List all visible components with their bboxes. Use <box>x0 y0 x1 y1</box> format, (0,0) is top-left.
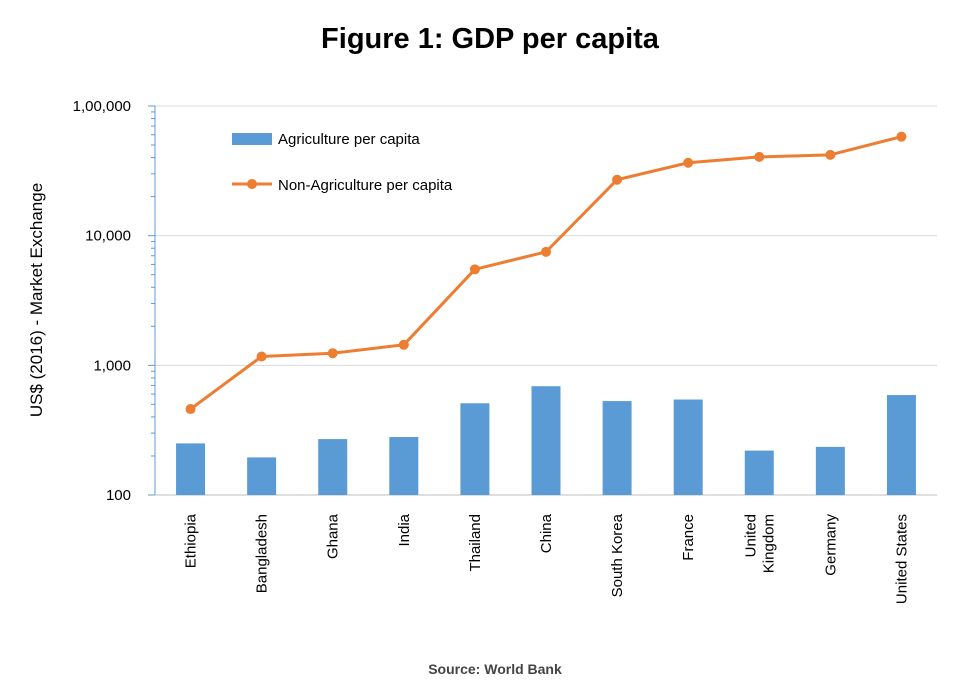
y-axis: 100 1,000 10,000 1,00,000 <box>73 98 937 504</box>
y-tick-label: 10,000 <box>85 228 131 245</box>
x-tick-label-line: China <box>538 513 555 553</box>
x-tick-label-line: United <box>742 514 759 557</box>
x-tick-label: France <box>680 514 697 561</box>
x-tick-label: Germany <box>822 514 839 576</box>
x-tick-label-line: Bangladesh <box>254 514 271 593</box>
x-tick-label-line: Thailand <box>467 514 484 572</box>
line-point-ethiopia <box>185 404 196 415</box>
line-point-india <box>398 339 409 350</box>
bar-germany <box>815 446 845 495</box>
x-tick-label-line: France <box>680 514 697 561</box>
x-tick-label-line: Ghana <box>325 513 342 559</box>
x-tick-label: United Kingdom <box>742 514 777 573</box>
line-point-united-kingdom <box>754 151 765 162</box>
bar-united-states <box>886 395 916 495</box>
x-tick-label: Ethiopia <box>183 513 200 568</box>
legend-line-marker <box>247 179 257 189</box>
line-point-ghana <box>327 348 338 359</box>
bar-ghana <box>318 439 348 495</box>
x-tick-label-line: India <box>396 513 413 546</box>
bar-united-kingdom <box>744 450 774 495</box>
x-tick-label-line: South Korea <box>609 513 626 597</box>
y-axis-label: US$ (2016) - Market Exchange <box>27 183 46 417</box>
legend: Agriculture per capita Non-Agriculture p… <box>232 131 453 194</box>
line-point-thailand <box>469 264 480 275</box>
bar-china <box>531 386 561 495</box>
x-tick-label-line: Ethiopia <box>183 513 200 568</box>
x-tick-label: India <box>396 513 413 546</box>
line-series <box>185 131 907 415</box>
x-tick-label: China <box>538 513 555 553</box>
legend-bar-swatch <box>232 133 272 145</box>
legend-label-agriculture: Agriculture per capita <box>278 131 420 148</box>
bar-ethiopia <box>176 443 206 495</box>
x-tick-label: Bangladesh <box>254 514 271 593</box>
x-tick-label: South Korea <box>609 513 626 597</box>
y-tick-label: 100 <box>106 487 131 504</box>
bar-france <box>673 399 703 495</box>
source-note: Source: World Bank <box>428 661 562 677</box>
x-tick-label-line: Kingdom <box>760 514 777 573</box>
bar-south-korea <box>602 401 632 495</box>
x-tick-label-line: Germany <box>822 514 839 576</box>
chart-title: Figure 1: GDP per capita <box>321 23 660 55</box>
line-point-germany <box>825 149 836 160</box>
x-tick-label-line: United States <box>893 514 910 604</box>
x-tick-label: Thailand <box>467 514 484 572</box>
y-tick-label: 1,00,000 <box>73 98 131 115</box>
line-point-bangladesh <box>256 351 267 362</box>
line-point-united-states <box>896 131 907 142</box>
bar-series <box>176 386 916 495</box>
x-tick-label: United States <box>893 514 910 604</box>
x-tick-label: Ghana <box>325 513 342 559</box>
line-point-france <box>683 157 694 168</box>
legend-label-non-agriculture: Non-Agriculture per capita <box>278 177 453 194</box>
line-point-south-korea <box>612 174 623 185</box>
bar-thailand <box>460 403 490 495</box>
line-point-china <box>541 246 551 257</box>
bar-india <box>389 437 419 495</box>
x-axis-labels: Ethiopia Bangladesh Ghana India Thailand Chin… <box>183 513 911 604</box>
y-tick-label: 1,000 <box>93 357 131 374</box>
bar-bangladesh <box>247 457 277 495</box>
